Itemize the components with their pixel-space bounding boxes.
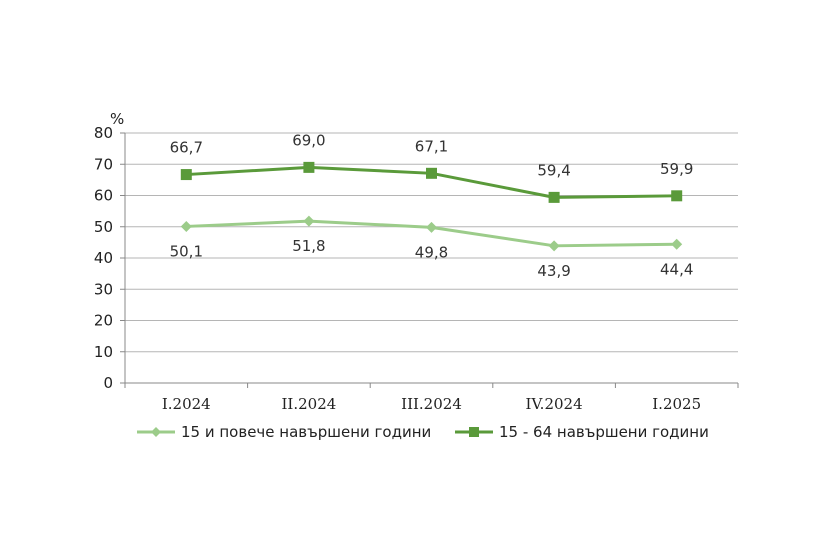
- x-tick-label: I.2025: [652, 395, 701, 413]
- data-label: 50,1: [170, 242, 203, 260]
- x-tick-label: II.2024: [282, 395, 337, 413]
- data-label: 49,8: [415, 243, 448, 261]
- data-label: 43,9: [537, 262, 570, 280]
- y-tick-label: 70: [94, 155, 113, 173]
- data-point-diamond: [426, 221, 437, 233]
- y-tick-label: 30: [94, 280, 113, 298]
- y-tick-label: 20: [94, 312, 113, 330]
- x-tick-label: I.2024: [162, 395, 211, 413]
- data-label: 67,1: [415, 137, 448, 155]
- data-label: 44,4: [660, 260, 693, 278]
- y-tick-label: 10: [94, 343, 113, 361]
- data-labels: 50,1 51,8 49,8 43,9 44,4 66,7 69,0 67,1 59,4 59,9: [170, 131, 694, 279]
- legend: 15 и повече навършени години 15 - 64 навъ…: [137, 423, 709, 441]
- y-tick-label: 0: [103, 374, 113, 392]
- data-point-diamond: [548, 240, 560, 252]
- y-axis-label: %: [110, 110, 124, 128]
- y-tick-label: 80: [94, 124, 113, 142]
- series: [180, 161, 683, 252]
- legend-label: 15 и повече навършени години: [181, 423, 431, 441]
- data-point-diamond: [180, 220, 192, 232]
- data-point-diamond: [303, 215, 315, 227]
- legend-marker-square: [469, 427, 479, 437]
- y-tick-label: 40: [94, 249, 113, 267]
- legend-label: 15 - 64 навършени години: [499, 423, 709, 441]
- x-tick-label: IV.2024: [526, 395, 583, 413]
- legend-marker-diamond: [151, 427, 161, 437]
- y-tick-label: 60: [94, 187, 113, 205]
- data-label: 51,8: [292, 237, 325, 255]
- data-point-square: [671, 190, 683, 202]
- data-label: 66,7: [170, 139, 203, 157]
- data-point-square: [180, 169, 192, 181]
- data-label: 59,9: [660, 160, 693, 178]
- x-tick-label: III.2024: [401, 395, 462, 413]
- data-point-square: [548, 191, 560, 203]
- x-axis: I.2024 II.2024 III.2024 IV.2024 I.2025: [124, 382, 739, 413]
- y-axis: 0 10 20 30 40 50 60 70 80: [94, 124, 126, 392]
- data-label: 69,0: [292, 131, 325, 149]
- y-tick-label: 50: [94, 218, 113, 236]
- data-point-square: [426, 167, 437, 179]
- data-point-diamond: [671, 238, 683, 250]
- data-label: 59,4: [537, 161, 570, 179]
- data-point-square: [303, 161, 315, 173]
